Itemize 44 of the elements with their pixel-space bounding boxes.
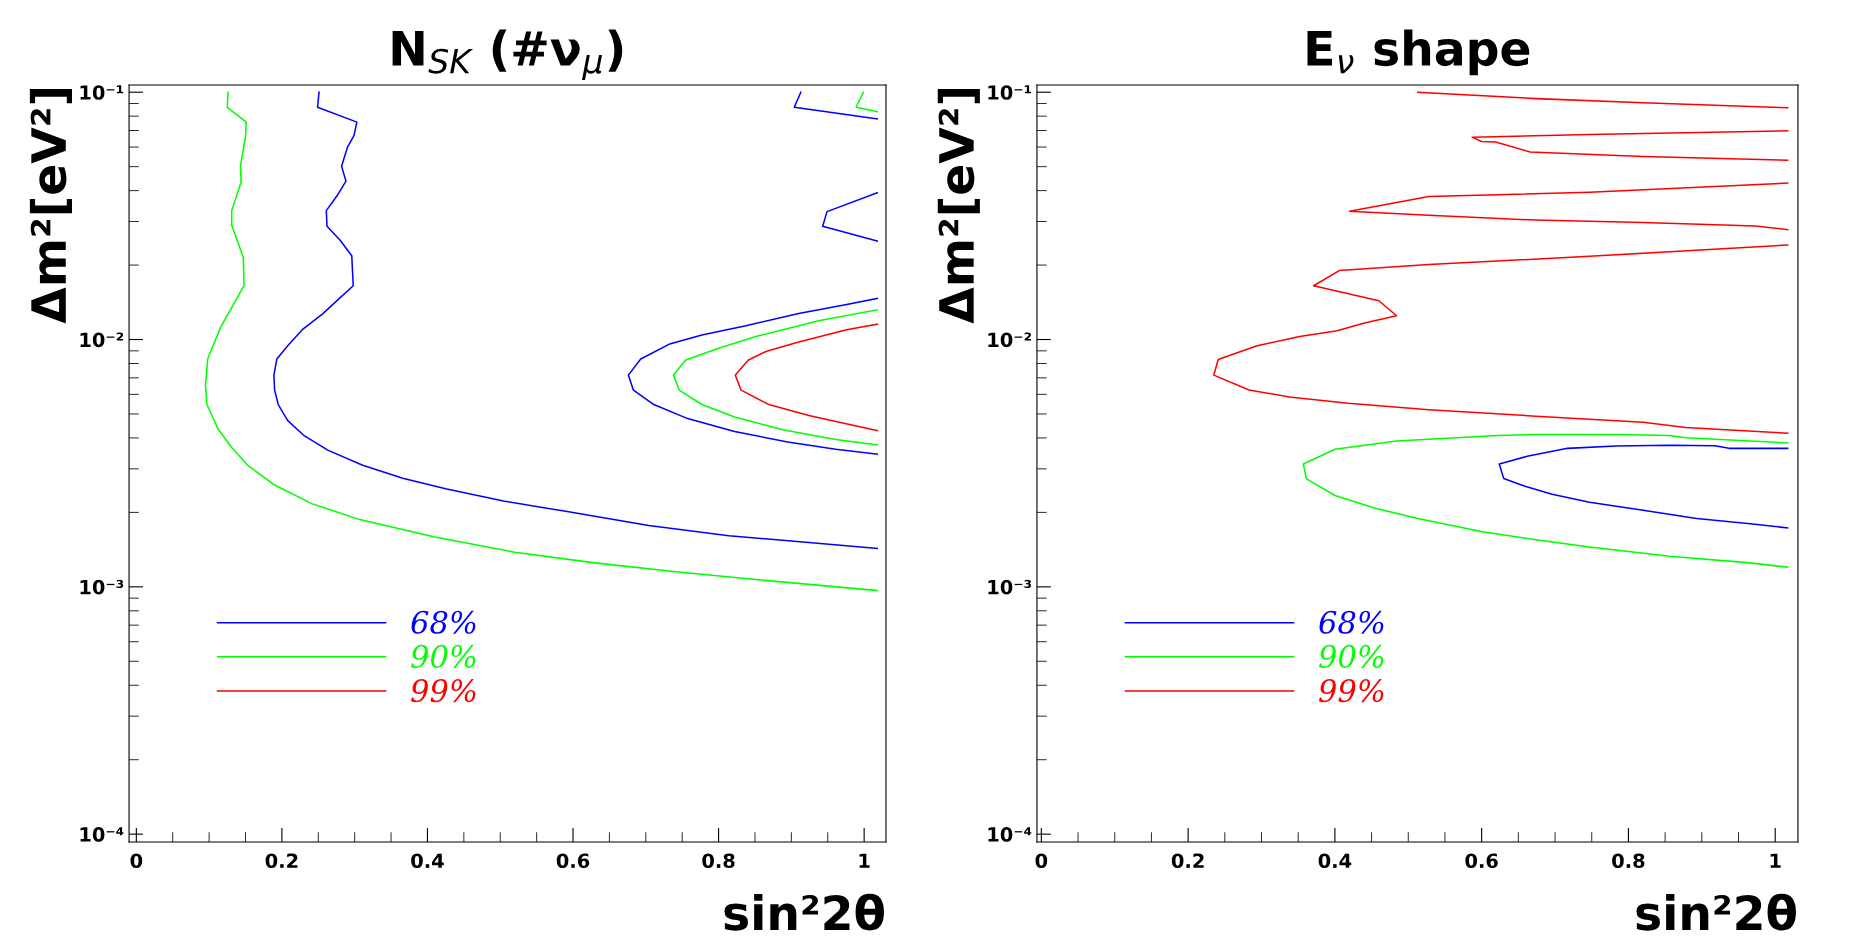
line-series bbox=[672, 309, 879, 446]
x-tick-label: 0.2 bbox=[265, 853, 298, 869]
y-tick-label: 10⁻⁴ bbox=[80, 827, 124, 842]
line-series bbox=[627, 297, 879, 455]
text: 68% bbox=[411, 610, 476, 634]
line-series bbox=[273, 91, 879, 550]
x-axis-title: sin²2θ bbox=[724, 893, 884, 931]
line-series bbox=[1498, 444, 1789, 529]
chart-title: N$_{SK}$ (#ν$_{μ}$) bbox=[392, 29, 623, 81]
x-tick-label: 0.2 bbox=[1171, 853, 1204, 869]
text: 99% bbox=[411, 679, 476, 703]
line-series bbox=[1417, 91, 1789, 109]
x-axis-title: sin²2θ bbox=[1636, 893, 1796, 931]
x-tick-label: 0.4 bbox=[411, 853, 444, 869]
y-tick-label: 10⁻³ bbox=[80, 579, 124, 595]
y-axis-title: Δm²[eV²] bbox=[29, 88, 72, 324]
x-tick-label: 0 bbox=[1035, 853, 1048, 869]
line-series bbox=[821, 192, 879, 242]
chart-title: E$_{ν}$ shape bbox=[1307, 29, 1530, 76]
x-tick-label: 1 bbox=[859, 853, 870, 868]
y-axis-title: Δm²[eV²] bbox=[937, 88, 980, 324]
line-series bbox=[204, 91, 879, 592]
x-tick-label: 0.6 bbox=[556, 853, 590, 869]
y-tick-label: 10⁻¹ bbox=[80, 85, 124, 100]
x-tick-label: 0.8 bbox=[1612, 853, 1645, 869]
y-tick-label: 10⁻² bbox=[80, 332, 124, 348]
text: 68% bbox=[1319, 610, 1384, 634]
text: 90% bbox=[411, 644, 476, 668]
y-tick-label: 10⁻⁴ bbox=[988, 827, 1032, 842]
line-series bbox=[1302, 433, 1789, 569]
x-tick-label: 0 bbox=[130, 853, 143, 869]
text: 99% bbox=[1319, 679, 1384, 703]
line-series bbox=[734, 323, 879, 432]
line-series bbox=[1471, 130, 1789, 161]
y-tick-label: 10⁻³ bbox=[988, 579, 1032, 595]
line-series bbox=[1213, 244, 1789, 434]
y-tick-label: 10⁻² bbox=[988, 332, 1031, 348]
x-tick-label: 0.8 bbox=[702, 853, 735, 869]
y-tick-label: 10⁻¹ bbox=[988, 85, 1031, 100]
line-series bbox=[1348, 182, 1789, 231]
x-tick-label: 0.6 bbox=[1465, 853, 1498, 869]
text: 90% bbox=[1319, 644, 1384, 668]
x-tick-label: 0.4 bbox=[1318, 853, 1352, 869]
x-tick-label: 1 bbox=[1770, 853, 1781, 868]
